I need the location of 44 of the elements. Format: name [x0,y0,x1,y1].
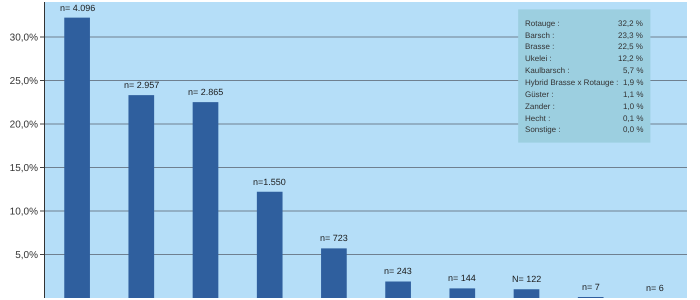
annotation: Brasse : [525,42,554,51]
y-tick-label: 20,0% [10,119,38,130]
annotation: n= 144 [448,273,476,283]
bar [256,192,283,298]
annotation: n= 4.096 [60,3,96,13]
annotation: 0,1 % [623,114,644,123]
annotation: 0,0 % [623,125,644,134]
annotation: Güster : [525,90,554,99]
annotation: 1,0 % [623,102,644,111]
annotation: Ukelei : [525,54,552,63]
annotation: Hybrid Brasse x Rotauge : [525,78,618,87]
bar [321,248,347,298]
bar [192,102,218,298]
annotation: 32,2 % [618,19,643,28]
bar [64,18,90,298]
annotation: n= 2.957 [124,80,160,90]
annotation: 1,9 % [623,78,644,87]
bar [128,95,154,298]
annotation: n= 723 [320,233,348,243]
annotation: Sonstige : [525,125,561,134]
annotation: Hecht : [525,114,550,123]
y-tick-label: 10,0% [10,206,38,218]
annotation: 23,3 % [618,31,643,40]
y-tick-label: 30,0% [10,32,38,44]
annotation: 5,7 % [623,66,644,75]
annotation: 1,1 % [623,90,644,99]
annotation: n=1.550 [253,177,286,187]
annotation: n= 243 [384,266,412,276]
annotation: N= 122 [512,274,542,284]
annotation: Rotauge : [525,19,560,28]
bar [449,288,476,298]
annotation: n= 6 [646,283,664,293]
y-tick-label: 25,0% [10,76,38,87]
annotation: Barsch : [525,31,554,40]
y-tick-label: 15,0% [10,162,38,174]
annotation: n= 2.865 [188,87,224,97]
bar [385,281,411,298]
bar [514,289,540,298]
annotation: n= 7 [582,282,600,292]
annotation: Kaulbarsch : [525,66,570,75]
annotation: Zander : [525,102,555,111]
annotation: 12,2 % [618,54,643,63]
annotation: 22,5 % [618,42,643,51]
y-tick-label: 5,0% [15,250,38,261]
